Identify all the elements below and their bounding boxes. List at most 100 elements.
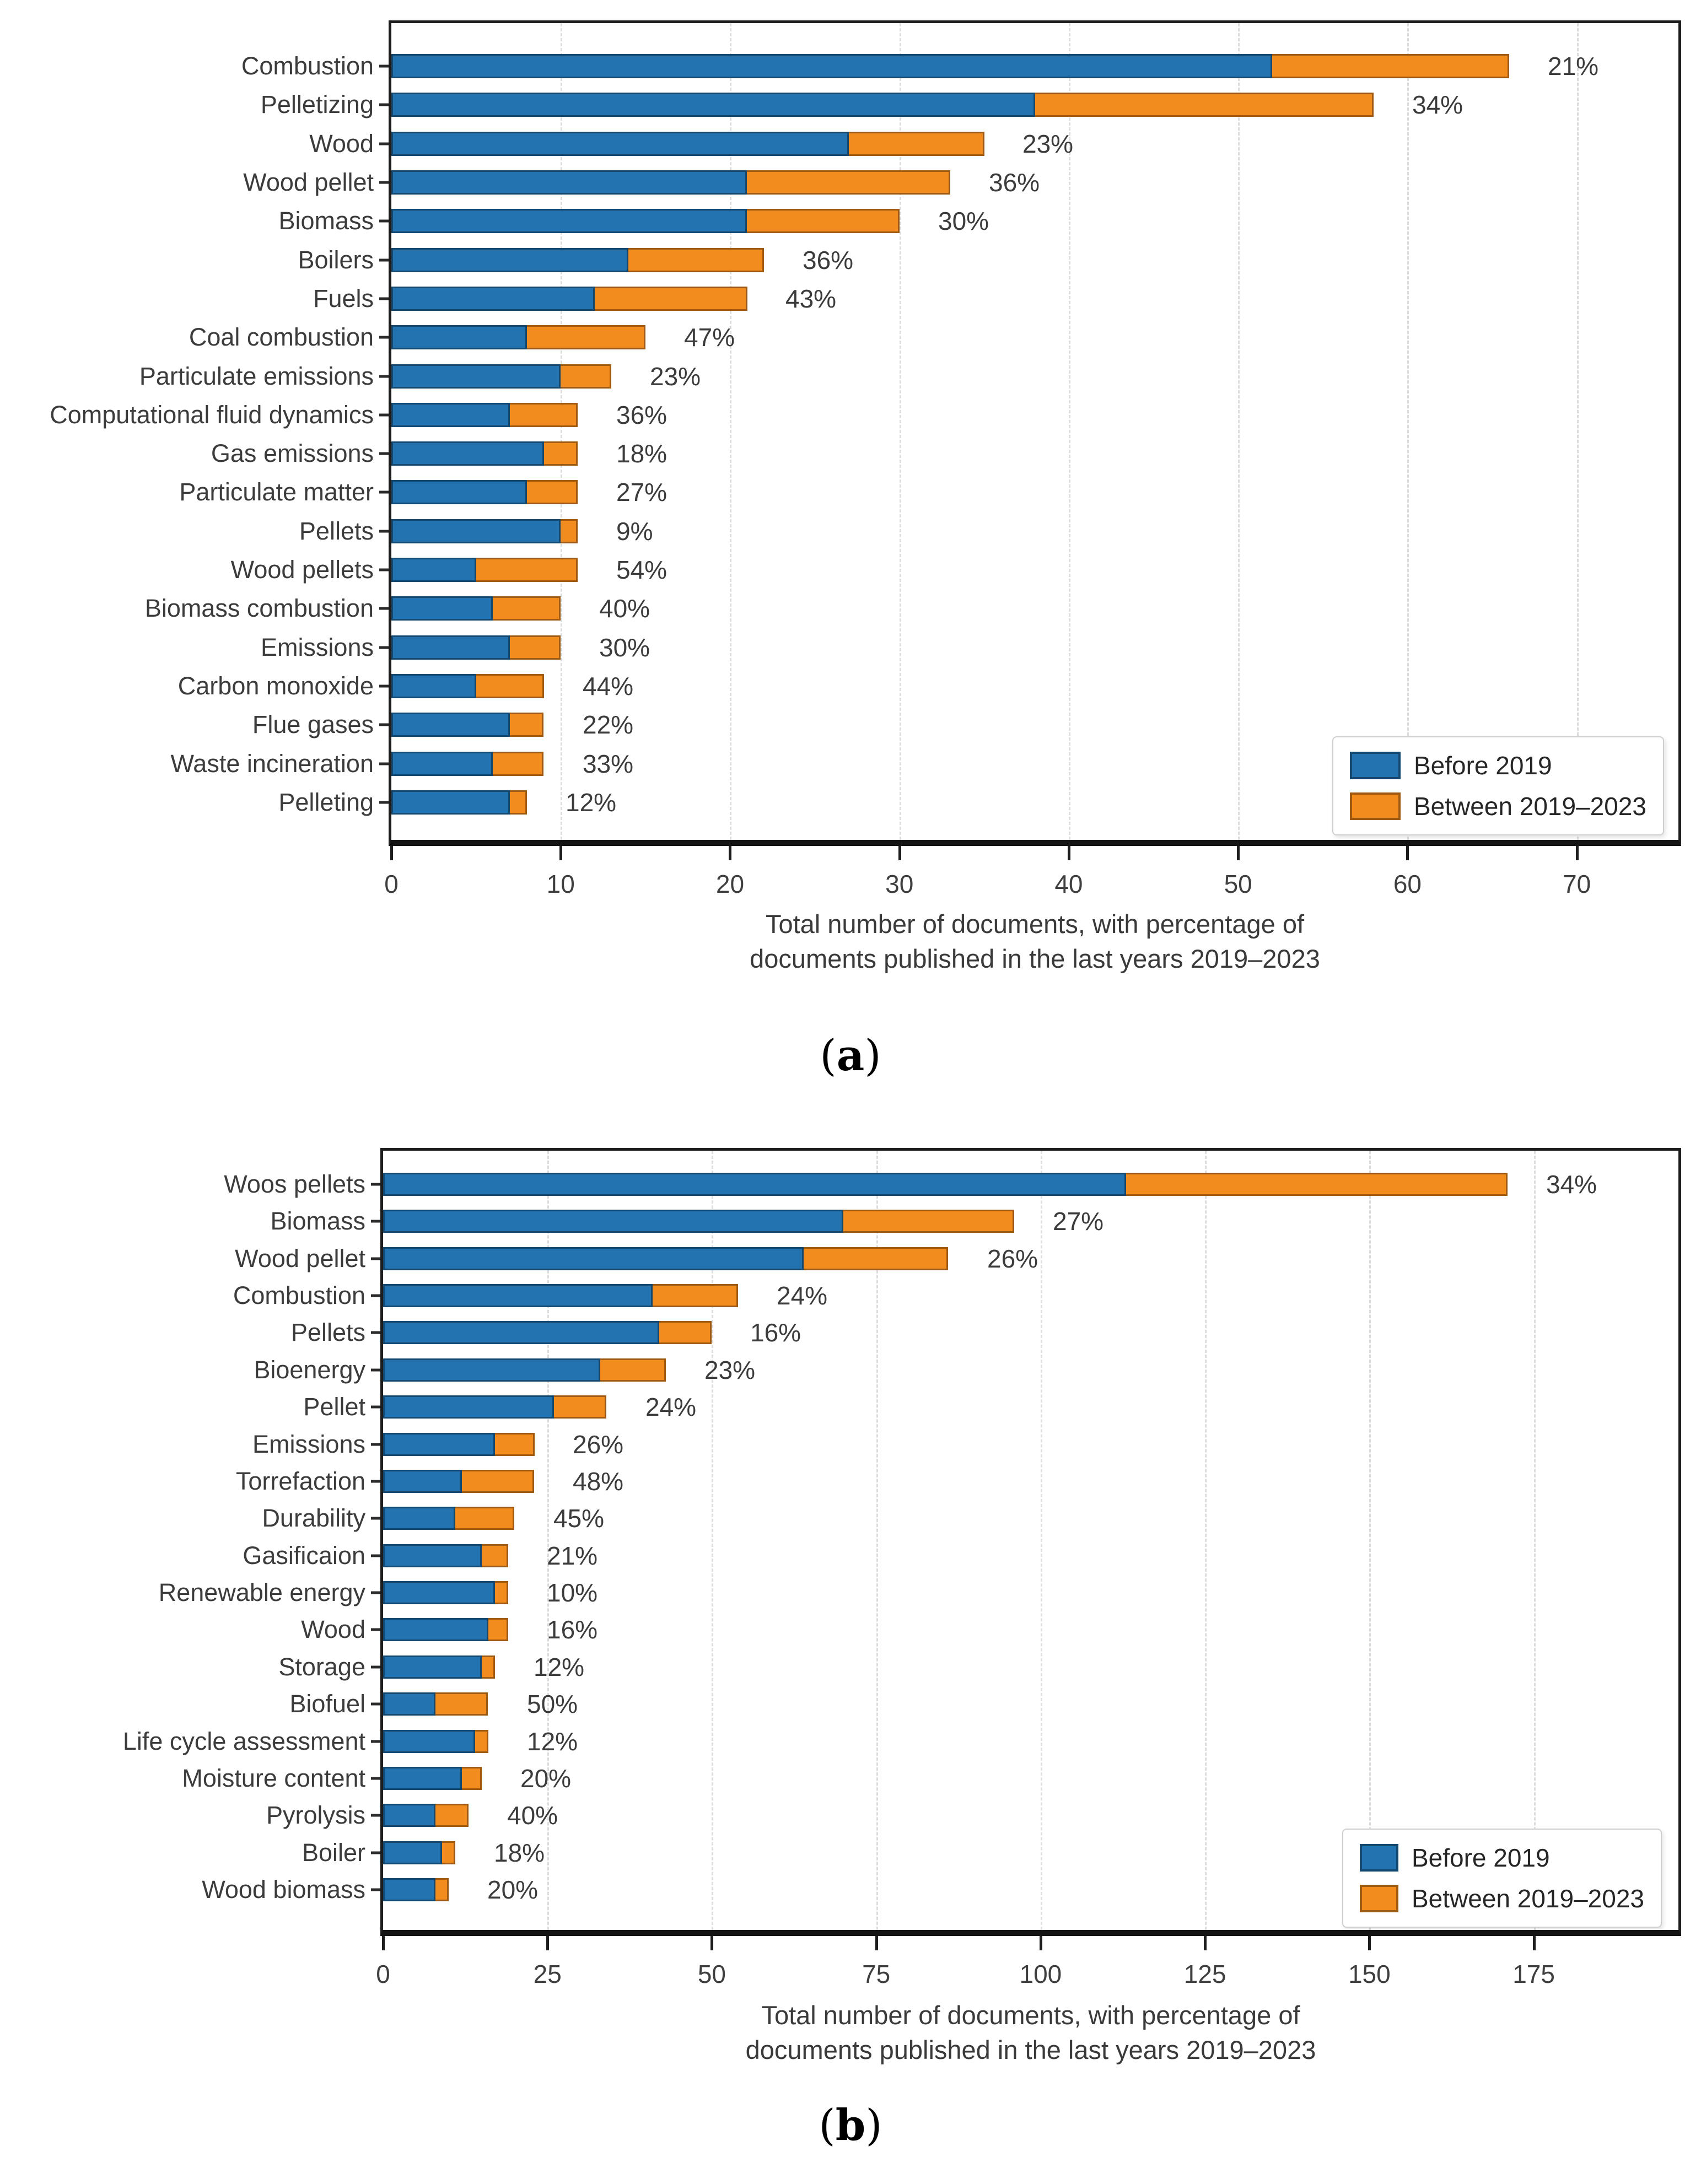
category-label: Carbon monoxide [177,672,374,700]
category-label: Woos pellets [224,1170,365,1198]
legend-label-between: Between 2019–2023 [1411,1884,1644,1913]
bar-segment-before [383,1878,435,1901]
y-tick [379,258,389,262]
gridline [547,1151,550,1930]
bar-percent-label: 10% [547,1578,598,1608]
bar-segment-before [383,1173,1126,1196]
bar-segment-between [462,1469,534,1493]
bar-row: Pellets 9% [299,517,1678,546]
category-label: Bioenergy [254,1355,365,1384]
bar-segment-between [653,1284,738,1308]
x-tick-label: 50 [1224,870,1252,898]
x-axis-label-line2: documents published in the last years 20… [750,944,1320,973]
bar-row: Wood pellet 36% [243,168,1678,197]
gridline [561,23,563,840]
stacked-bar [391,790,527,815]
gridline [899,23,901,840]
bar-row: Wood biomass 20% [202,1875,1678,1904]
stacked-bar [383,1729,488,1753]
bar-percent-label: 23% [704,1355,756,1384]
legend-item-between: Between 2019–2023 [1359,1884,1644,1913]
bar-row: Gasificaion 21% [243,1541,1678,1570]
y-tick [379,413,389,417]
x-tick-label: 20 [715,870,745,898]
bar-percent-label: 44% [583,672,634,701]
y-tick [371,1480,380,1483]
stacked-bar [391,402,578,427]
stacked-bar [383,1544,508,1567]
category-label: Life cycle assessment [122,1727,365,1755]
caption-paren-open: ( [820,1031,837,1081]
stacked-bar [391,54,1509,78]
bar-segment-before [391,325,527,350]
category-label: Wood [301,1615,365,1644]
bar-percent-label: 16% [547,1615,598,1644]
y-tick [379,64,389,68]
bar-segment-between [482,1655,495,1679]
stacked-bar [391,713,543,737]
bar-segment-before [391,790,510,815]
stacked-bar [391,286,747,311]
bar-percent-label: 45% [553,1504,605,1533]
category-label: Biomass [278,207,374,235]
bar-segment-before [391,441,544,466]
category-label: Flue gases [252,710,374,739]
y-tick [371,1368,380,1372]
bar-segment-before [391,209,747,234]
gridline [712,1151,714,1930]
stacked-bar [383,1655,495,1679]
x-axis-label-line1: Total number of documents, with percenta… [765,909,1305,939]
bar-segment-before [383,1692,435,1716]
bar-percent-label: 48% [573,1466,624,1496]
bar-segment-before [391,286,595,311]
bar-segment-between [554,1395,606,1419]
legend-swatch-between [1359,1885,1398,1912]
bar-row: Wood 16% [301,1615,1678,1644]
bar-segment-between [600,1358,666,1382]
y-tick [371,1294,380,1297]
gridline [1068,23,1070,840]
x-tick-label: 70 [1563,870,1591,898]
bar-row: Pellet 24% [303,1393,1678,1422]
x-tick-label: 75 [862,1960,891,1988]
stacked-bar [383,1507,514,1530]
bar-segment-between [495,1432,535,1456]
bar-segment-between [595,286,747,311]
category-label: Biomass [270,1207,365,1236]
bar-row: Pelleting 12% [278,788,1678,817]
category-label: Gas emissions [211,439,374,468]
x-tick [729,846,732,860]
stacked-bar [383,1173,1508,1196]
bar-row: Pelletizing 34% [261,90,1678,119]
x-tick [1039,1936,1042,1950]
bar-segment-between [493,596,561,621]
caption-paren-open: ( [819,2101,836,2150]
bar-percent-label: 21% [1548,52,1599,80]
bar-segment-between [1272,54,1509,78]
category-label: Boiler [302,1838,365,1867]
stacked-bar [383,1804,469,1827]
bar-percent-label: 20% [487,1875,539,1904]
bar-segment-before [391,93,1035,117]
bar-row: Boilers 36% [298,246,1678,274]
bar-segment-before [383,1544,482,1567]
y-tick [371,1888,380,1891]
bar-segment-between [747,170,950,195]
x-tick-label: 0 [376,1960,390,1988]
y-tick [379,607,389,610]
y-tick [371,1591,380,1594]
bar-segment-between [1035,93,1374,117]
stacked-bar [383,1692,488,1716]
category-label: Coal combustion [189,323,374,352]
legend-item-before: Before 2019 [1349,751,1646,780]
bar-row: Fuels 43% [313,284,1678,313]
bar-percent-label: 24% [645,1393,697,1422]
y-tick [379,490,389,494]
bar-segment-between [1126,1173,1508,1196]
bar-row: Bioenergy 23% [254,1355,1678,1384]
category-label: Pellet [303,1393,365,1421]
y-tick [371,1665,380,1669]
bar-segment-between [527,325,645,350]
legend-label-before: Before 2019 [1411,1843,1550,1872]
bar-percent-label: 12% [527,1727,578,1756]
